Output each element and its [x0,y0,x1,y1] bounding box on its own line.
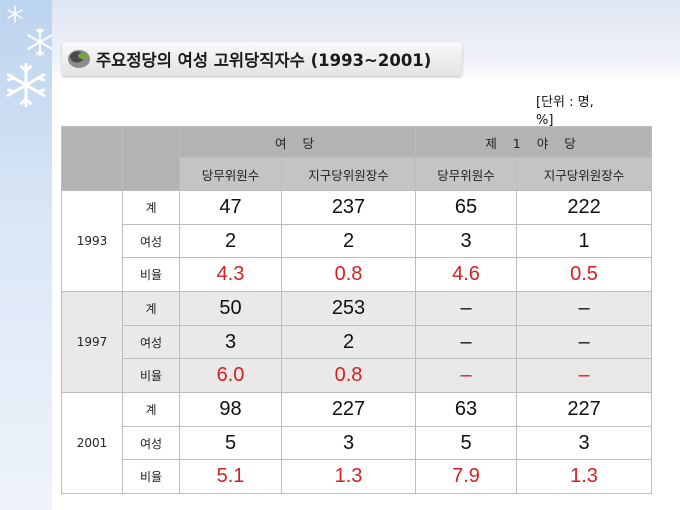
header-row-groups: 여 당 제 1 야 당 [61,126,653,191]
value-cell: 3 [280,426,417,460]
header-col-district-ruling: 지구당위원장수 [280,157,417,191]
ratio-cell: 7.9 [415,459,518,494]
slide-title: 주요정당의 여성 고위당직자수 (1993~2001) [96,51,432,70]
ratio-cell: 5.1 [179,459,282,494]
row-label: 비율 [122,459,180,494]
table-row: 2001 계 98 227 63 227 [61,392,653,494]
row-label: 여성 [122,325,180,359]
ratio-cell: 4.6 [415,257,518,292]
year-cell: 1997 [61,291,123,393]
header-col-members-opposition: 당무위원수 [415,157,518,191]
table-row: 여성 3 2 – – [62,325,653,359]
value-cell: 65 [415,190,518,225]
ratio-cell: 1.3 [280,459,417,494]
value-cell: 5 [415,426,518,460]
value-cell: 253 [280,291,417,326]
ratio-cell: 4.3 [179,257,282,292]
value-cell: 227 [280,392,417,427]
row-label: 비율 [122,358,180,393]
header-ruling-party: 여 당 [178,126,417,158]
row-label: 여성 [122,224,180,258]
value-cell: 3 [415,224,518,258]
value-cell: 98 [179,392,282,427]
row-label: 계 [122,190,180,225]
officials-table: 여 당 제 1 야 당 당무위원수 지구당위원장수 당무위원수 지구당위원장수 … [61,126,653,494]
header-opposition-party: 제 1 야 당 [415,126,653,158]
header-row-columns: 당무위원수 지구당위원장수 당무위원수 지구당위원장수 [62,157,653,191]
ratio-cell: 1.3 [516,459,653,494]
unit-note: [단위 : 명, %] [536,95,594,128]
value-cell: 2 [179,224,282,258]
snowflake-large-icon [6,62,46,108]
snowflake-small-icon [7,5,23,23]
value-cell: 2 [280,224,417,258]
ratio-cell: 0.8 [280,257,417,292]
value-cell: 3 [179,325,282,359]
value-cell: – [415,325,518,359]
table-row: 여성 5 3 5 3 [62,426,653,460]
row-label: 계 [122,392,180,427]
slide-title-box: 주요정당의 여성 고위당직자수 (1993~2001) [62,42,462,76]
value-cell: – [415,291,518,326]
ratio-cell: 0.5 [516,257,653,292]
value-cell: 50 [179,291,282,326]
table-row: 비율 6.0 0.8 – – [62,358,653,393]
table-row: 여성 2 2 3 1 [62,224,653,258]
ratio-cell: 6.0 [179,358,282,393]
value-cell: 222 [516,190,653,225]
value-cell: 1 [516,224,653,258]
value-cell: 47 [179,190,282,225]
header-col-members-ruling: 당무위원수 [179,157,282,191]
value-cell: – [516,325,653,359]
table-row: 비율 5.1 1.3 7.9 1.3 [62,459,653,494]
value-cell: 227 [516,392,653,427]
value-cell: 237 [280,190,417,225]
header-col-district-opposition: 지구당위원장수 [516,157,653,191]
value-cell: 2 [280,325,417,359]
table-row: 비율 4.3 0.8 4.6 0.5 [62,257,653,292]
ratio-cell: 0.8 [280,358,417,393]
snowflake-medium-icon [27,27,53,57]
value-cell: 63 [415,392,518,427]
row-label: 비율 [122,257,180,292]
table-row: 1993 계 47 237 65 222 [61,190,653,292]
value-cell: – [516,291,653,326]
header-corner-item [122,126,180,191]
table-row: 1997 계 50 253 – – [61,291,653,393]
row-label: 여성 [122,426,180,460]
year-cell: 1993 [61,190,123,292]
value-cell: 5 [179,426,282,460]
value-cell: 3 [516,426,653,460]
title-bullet-icon [68,50,90,68]
year-cell: 2001 [61,392,123,494]
header-corner-year [61,126,123,191]
row-label: 계 [122,291,180,326]
ratio-cell: – [516,358,653,393]
ratio-cell: – [415,358,518,393]
